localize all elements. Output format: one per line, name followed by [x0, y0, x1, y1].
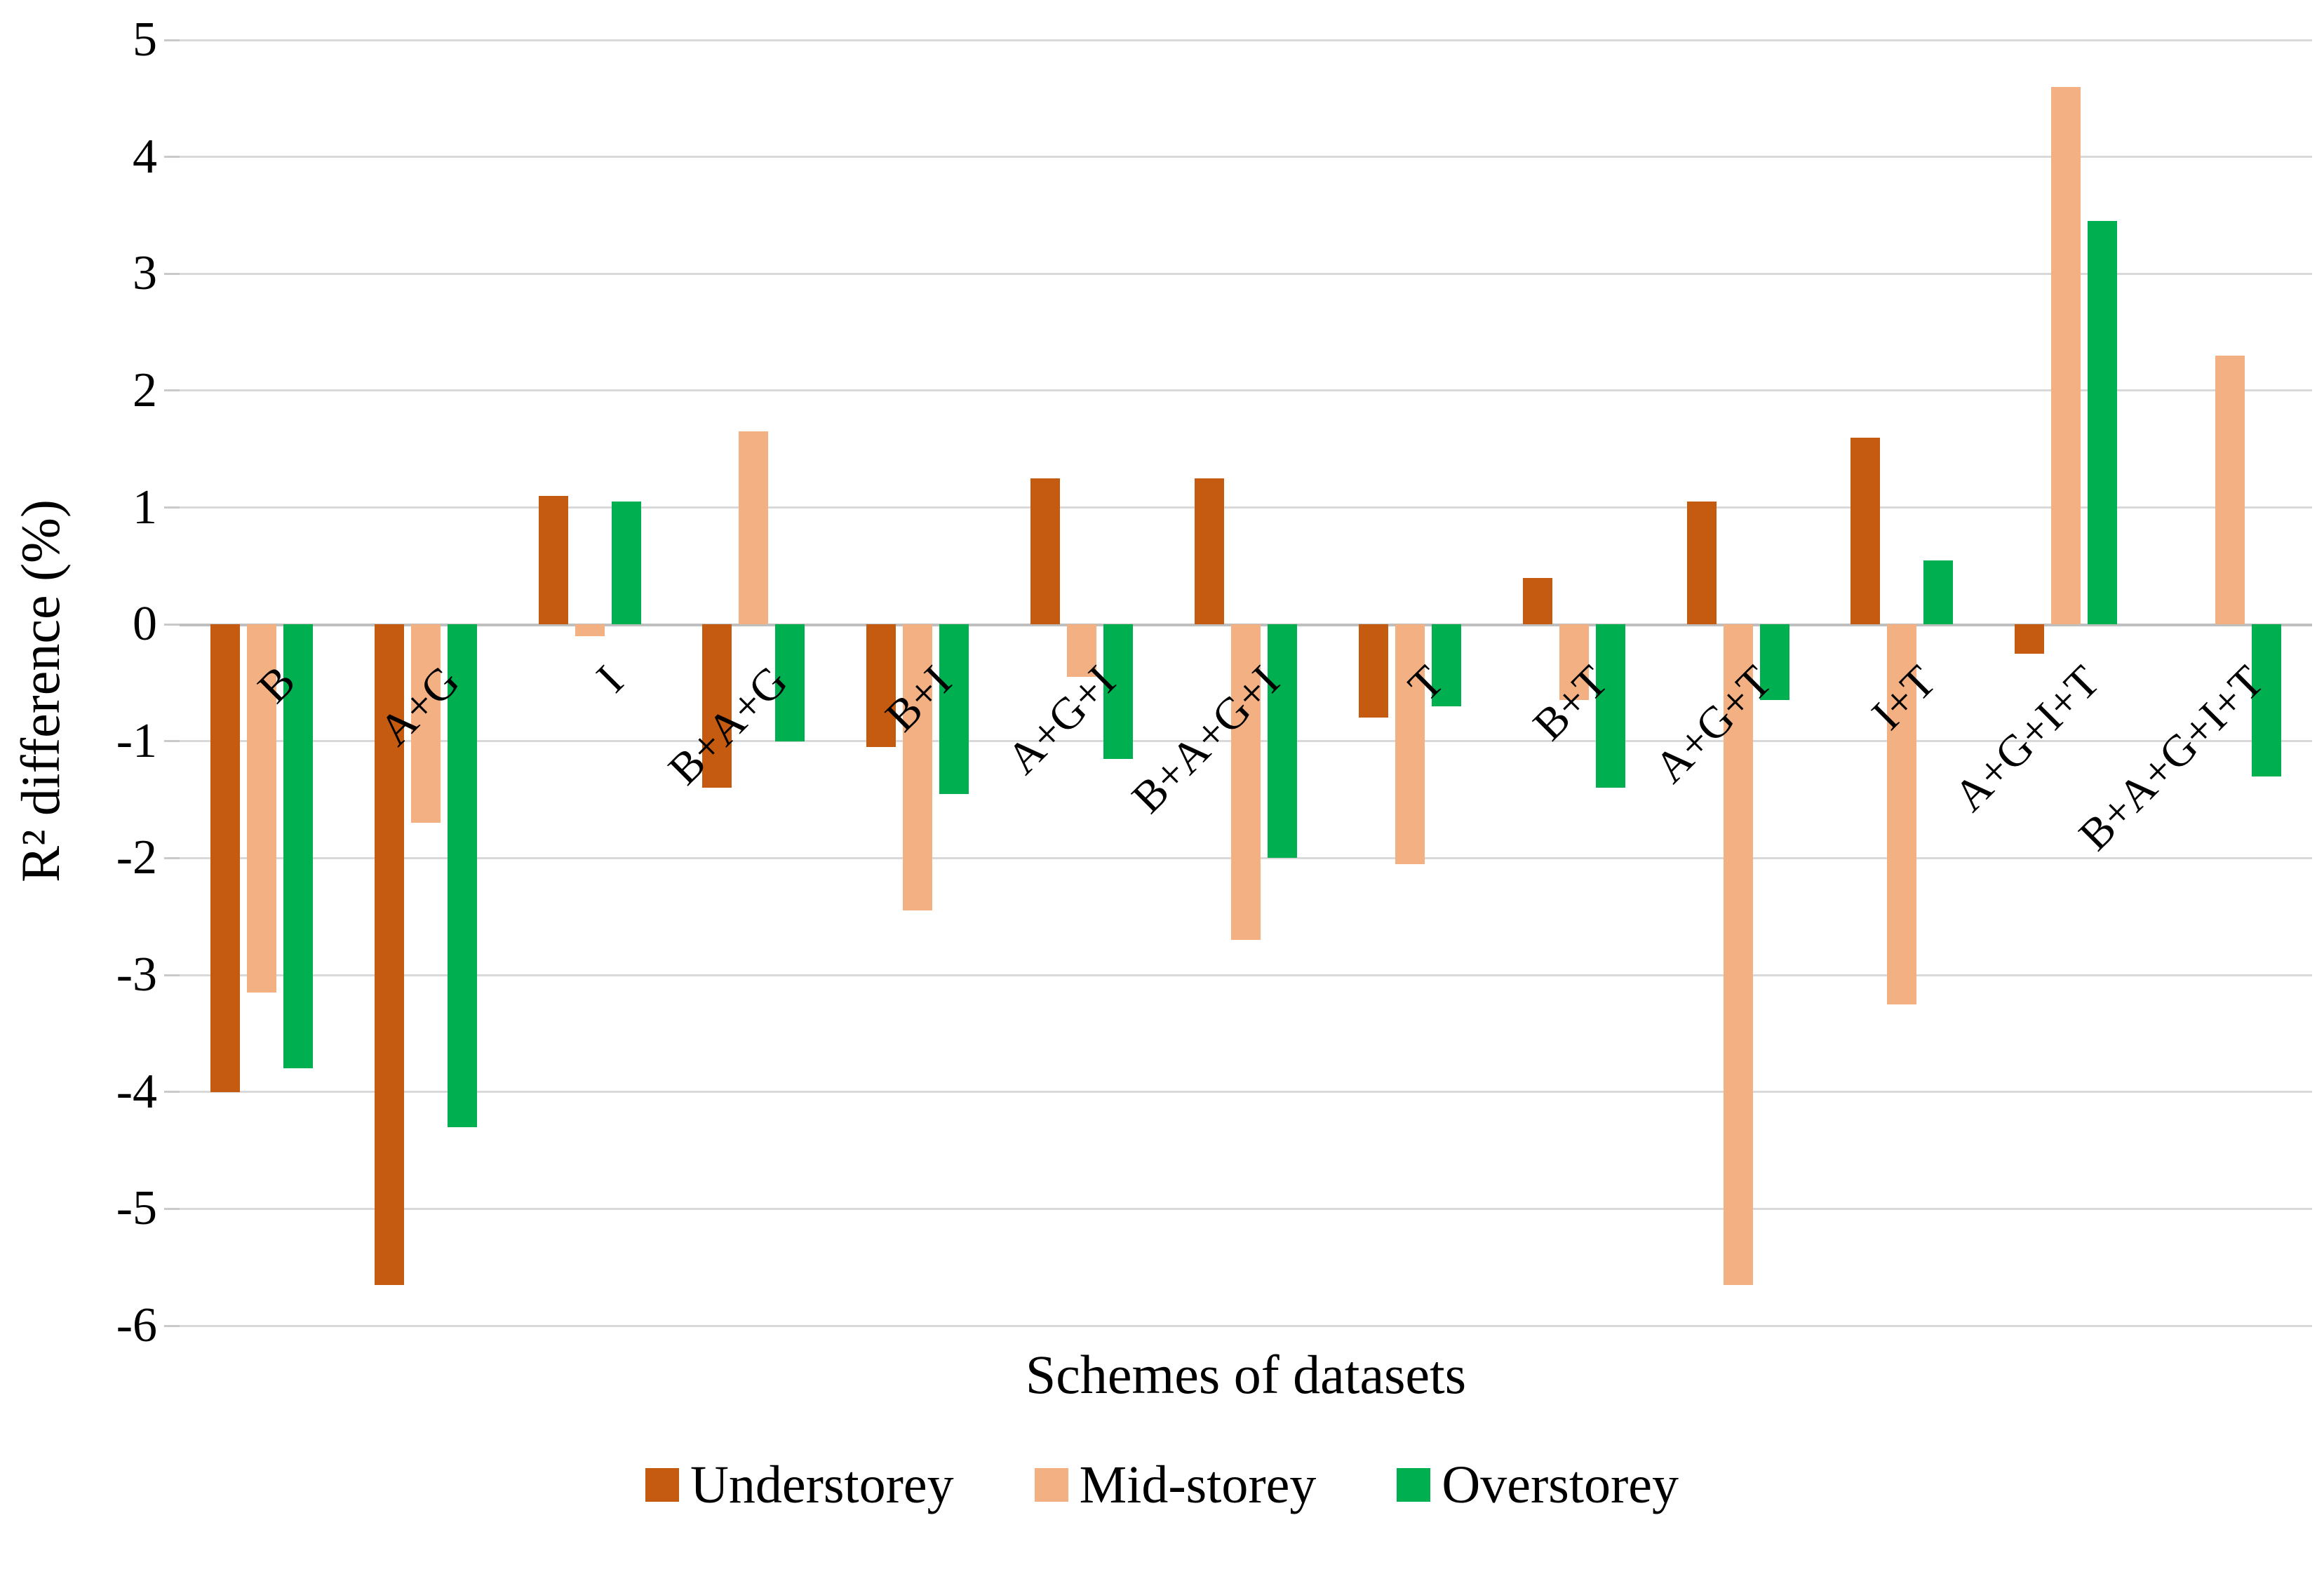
bar-understorey-A+G+T [1686, 502, 1717, 625]
bar-understorey-B [210, 624, 240, 1092]
legend-label: Overstorey [1442, 1455, 1679, 1514]
bar-understorey-B+I [866, 624, 896, 748]
bar-mid-storey-B+A+G+I [1231, 624, 1261, 941]
y-axis-tick-mark [164, 740, 180, 743]
bar-overstorey-A+G [447, 624, 477, 1127]
bar-overstorey-B+A+G+I+T [2252, 624, 2282, 776]
bar-understorey-I+T [1851, 437, 1881, 625]
bar-understorey-A+G+I [1030, 478, 1061, 625]
y-axis-tick-mark [164, 1207, 180, 1210]
bar-understorey-A+G+I+T [2015, 624, 2045, 654]
gridline [180, 272, 2312, 275]
legend-swatch-icon [645, 1468, 679, 1502]
y-axis-tick-mark [164, 389, 180, 392]
bar-mid-storey-A+G+I [1067, 624, 1097, 678]
gridline [180, 1207, 2312, 1210]
bar-overstorey-A+G+I+T [2088, 221, 2118, 625]
bar-overstorey-B+A+G+I [1268, 624, 1297, 859]
bar-understorey-T [1358, 624, 1388, 718]
y-axis-tick-mark [164, 974, 180, 976]
bar-mid-storey-A+G+T [1723, 624, 1753, 1285]
y-axis-tick-label: 1 [133, 480, 157, 534]
y-axis-tick-mark [164, 39, 180, 41]
bar-overstorey-B [283, 624, 313, 1069]
y-axis-tick-label: -2 [116, 830, 157, 885]
bar-mid-storey-I+T [1887, 624, 1917, 1004]
gridline [180, 39, 2312, 41]
y-axis-tick-label: -6 [116, 1298, 157, 1352]
bar-overstorey-B+I [939, 624, 969, 794]
y-axis-tick-label: 5 [133, 13, 157, 67]
y-axis-tick-label: -5 [116, 1181, 157, 1236]
bar-mid-storey-B+I [903, 624, 933, 911]
bar-mid-storey-A+G+I+T [2051, 86, 2081, 625]
bar-understorey-A+G [374, 624, 404, 1285]
y-axis-tick-label: -1 [116, 713, 157, 768]
bar-overstorey-B+A+G [775, 624, 805, 741]
y-axis-tick-label: 2 [133, 363, 157, 417]
bar-overstorey-A+G+T [1759, 624, 1789, 701]
bar-mid-storey-B [246, 624, 276, 993]
y-axis-tick-mark [164, 272, 180, 275]
gridline [180, 1324, 2312, 1327]
gridline [180, 974, 2312, 976]
y-axis-tick-mark [164, 1324, 180, 1327]
category-label-A+G+T: A+G+T [1644, 656, 1781, 793]
bar-understorey-I [538, 495, 568, 625]
bar-mid-storey-T [1395, 624, 1425, 864]
bar-understorey-B+T [1522, 577, 1552, 625]
bar-overstorey-T [1431, 624, 1461, 706]
legend-item-overstorey: Overstorey [1397, 1453, 1679, 1516]
category-label-B+A+G+I: B+A+G+I [1122, 656, 1289, 823]
y-axis-tick-label: 4 [133, 129, 157, 184]
category-label-I+T: I+T [1862, 656, 1945, 739]
legend-item-mid-storey: Mid-storey [1034, 1453, 1317, 1516]
gridline [180, 506, 2312, 509]
y-axis-tick-mark [164, 506, 180, 509]
category-label-I: I [586, 656, 633, 702]
y-axis-tick-mark [164, 156, 180, 159]
category-label-A+G+I+T: A+G+I+T [1944, 656, 2109, 821]
bar-mid-storey-A+G [410, 624, 441, 823]
y-axis-tick-label: 3 [133, 246, 157, 301]
y-axis-tick-label: -4 [116, 1064, 157, 1119]
x-axis-title: Schemes of datasets [1025, 1344, 1467, 1405]
legend-swatch-icon [1034, 1468, 1068, 1502]
bar-understorey-B+A+G+I [1195, 478, 1224, 625]
y-axis-title: R² difference (%) [10, 499, 71, 882]
legend-label: Mid-storey [1079, 1455, 1317, 1514]
y-axis-tick-label: 0 [133, 597, 157, 652]
bar-understorey-B+A+G [702, 624, 732, 788]
legend-label: Understorey [690, 1455, 954, 1514]
gridline [180, 389, 2312, 392]
y-axis-tick-mark [164, 1091, 180, 1094]
bar-mid-storey-B+T [1559, 624, 1589, 701]
bar-mid-storey-B+A+G [739, 431, 769, 625]
bar-mid-storey-B+A+G+I+T [2215, 355, 2245, 625]
gridline [180, 156, 2312, 159]
y-axis-tick-mark [164, 856, 180, 859]
y-axis-tick-label: -3 [116, 948, 157, 1002]
legend-swatch-icon [1397, 1468, 1431, 1502]
bar-overstorey-I+T [1923, 560, 1954, 625]
gridline [180, 1091, 2312, 1094]
bar-overstorey-B+T [1595, 624, 1625, 788]
legend: Understorey Mid-storey Overstorey [0, 1453, 2324, 1516]
y-axis-tick-mark [164, 623, 180, 626]
bar-overstorey-A+G+I [1103, 624, 1134, 759]
bar-overstorey-I [611, 502, 641, 625]
bar-mid-storey-I [575, 624, 605, 636]
legend-item-understorey: Understorey [645, 1453, 954, 1516]
